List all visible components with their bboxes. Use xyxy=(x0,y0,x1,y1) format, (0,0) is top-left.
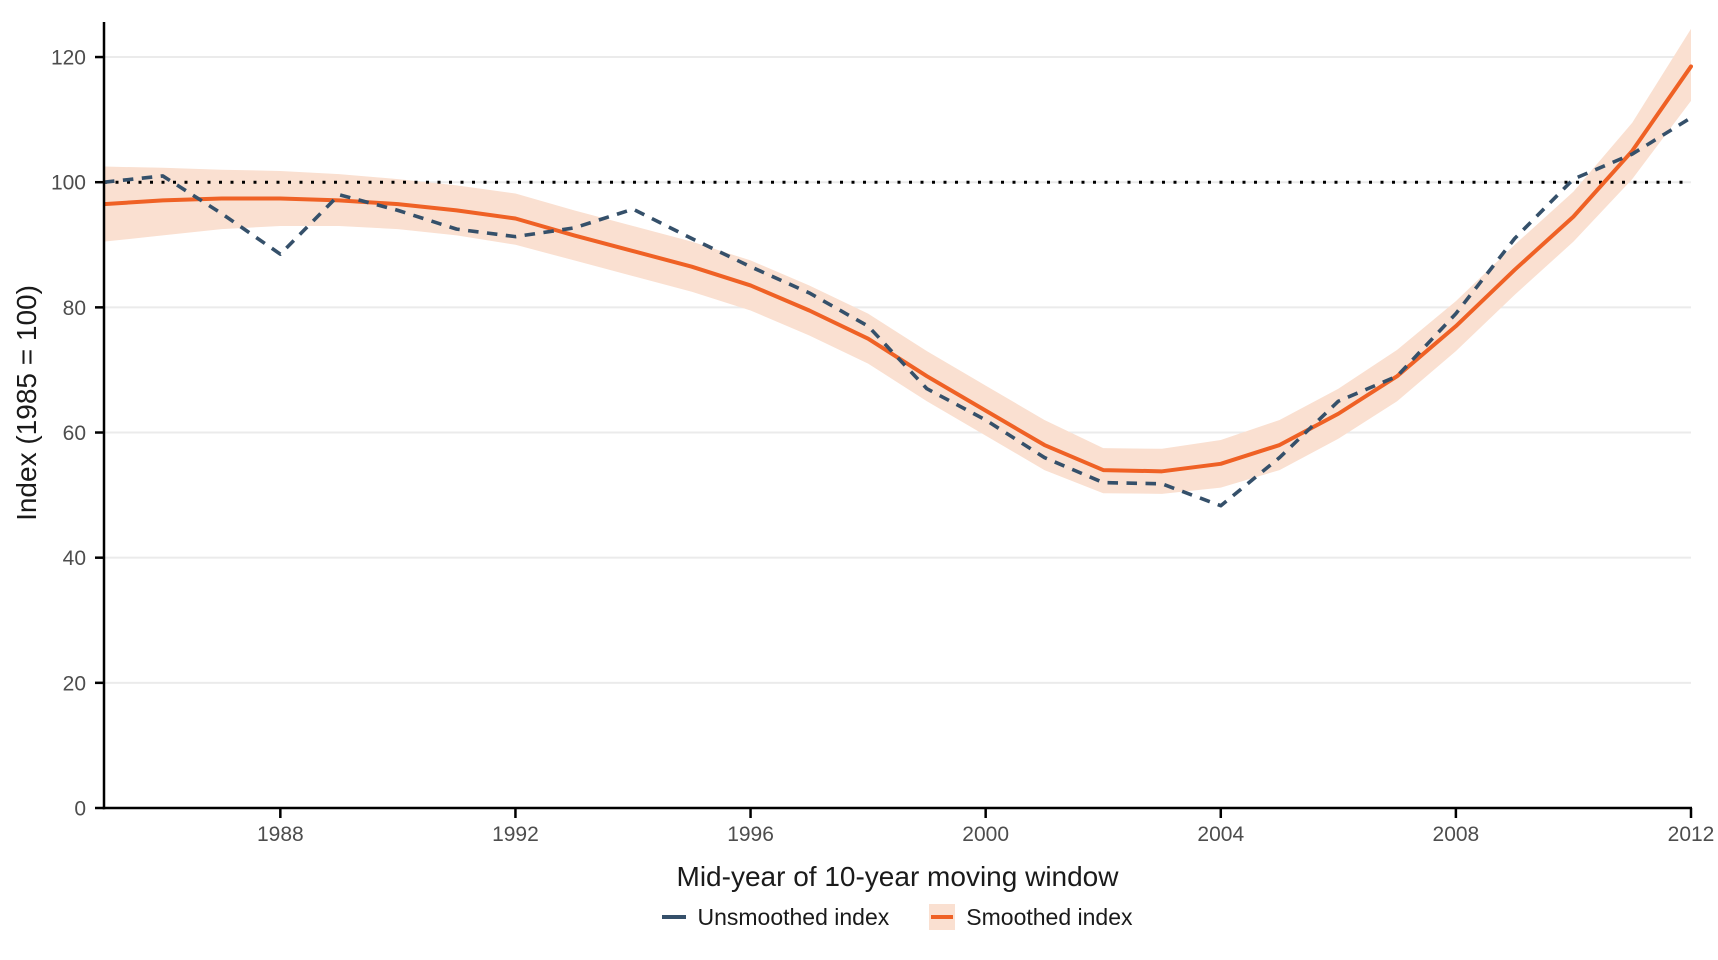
axes: 1988 1992 1996 2000 2004 2008 2012 0 20 40 60 80 100… xyxy=(51,22,1714,846)
x-axis-title: Mid-year of 10-year moving window xyxy=(677,861,1120,892)
chart-legend: Unsmoothed index Smoothed index xyxy=(104,894,1691,940)
unsmoothed-index-line xyxy=(104,116,1692,508)
x-tick-label-2008: 2008 xyxy=(1433,823,1480,846)
y-tick-label-80: 80 xyxy=(63,297,86,320)
x-tick-label-1996: 1996 xyxy=(727,823,774,846)
y-tick-label-120: 120 xyxy=(51,47,86,70)
smoothed-ribbon-key-icon xyxy=(929,904,956,930)
x-tick-label-1988: 1988 xyxy=(257,823,304,846)
y-tick-label-40: 40 xyxy=(63,547,86,570)
x-tick-label-2012: 2012 xyxy=(1668,823,1715,846)
legend-label-smoothed: Smoothed index xyxy=(966,903,1133,930)
y-tick-label-60: 60 xyxy=(63,422,86,445)
y-tick-label-0: 0 xyxy=(74,798,86,821)
x-tick-label-2004: 2004 xyxy=(1197,823,1244,846)
y-axis-title: Index (1985 = 100) xyxy=(11,285,42,521)
y-tick-label-100: 100 xyxy=(51,172,86,195)
unsmoothed-line-key-icon xyxy=(662,915,687,919)
smoothed-line-key-icon xyxy=(931,915,954,919)
y-tick-label-20: 20 xyxy=(63,672,86,695)
x-tick-label-2000: 2000 xyxy=(962,823,1009,846)
legend-label-unsmoothed: Unsmoothed index xyxy=(697,903,890,930)
panel-data-layer xyxy=(104,28,1693,508)
legend-item-smoothed: Smoothed index xyxy=(929,903,1133,930)
legend-item-unsmoothed: Unsmoothed index xyxy=(662,903,890,930)
x-tick-label-1992: 1992 xyxy=(492,823,539,846)
